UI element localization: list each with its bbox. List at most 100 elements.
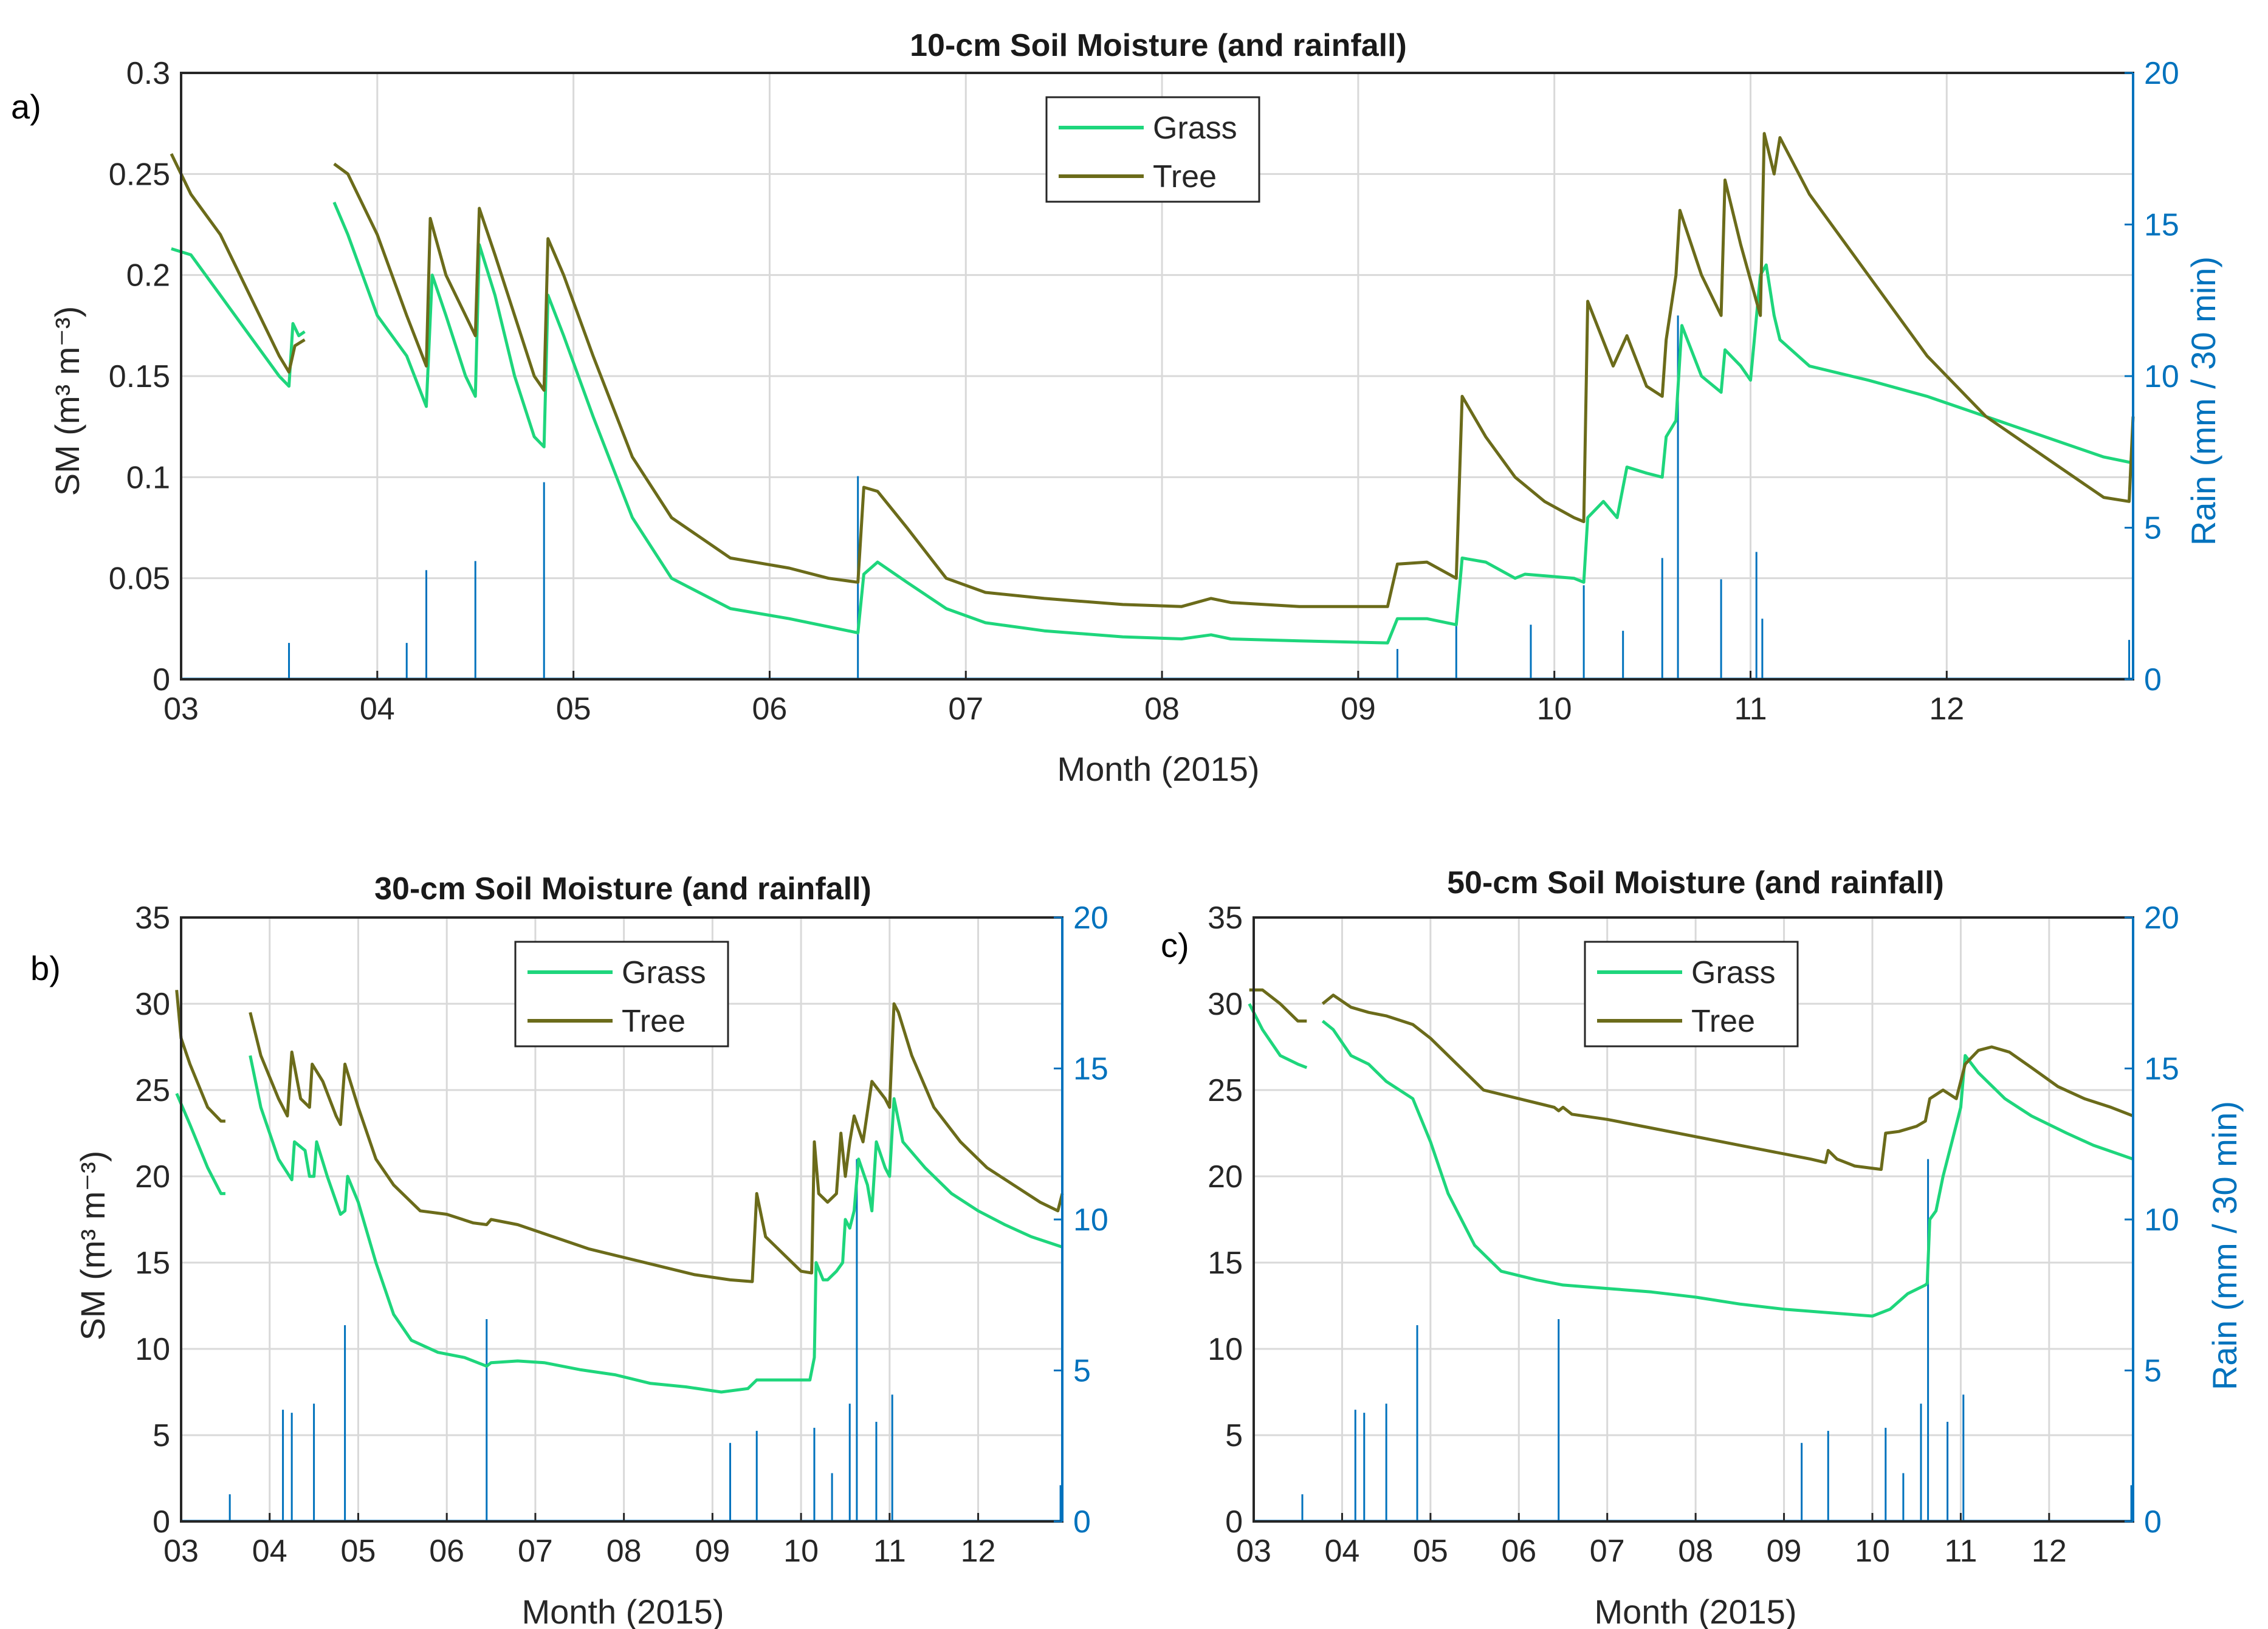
- rain-bars: [181, 1159, 1062, 1521]
- x-tick-label: 04: [360, 691, 395, 727]
- y2-axis-label: Rain (mm / 30 min): [2184, 256, 2222, 546]
- x-tick-label: 03: [163, 691, 199, 727]
- legend-label-grass: Grass: [1691, 955, 1776, 990]
- legend: Grass Tree: [514, 941, 729, 1048]
- series-line-grass: [171, 247, 306, 388]
- legend-box: [514, 941, 729, 1048]
- y2-tick-label: 20: [1073, 900, 1108, 936]
- y-tick-label: 0: [153, 662, 170, 698]
- panel-c-50cm: c) 50-cm Soil Moisture (and rainfall) Mo…: [1161, 865, 2244, 1629]
- x-tick-label: 12: [961, 1534, 996, 1569]
- x-tick-label: 12: [2032, 1534, 2067, 1569]
- y-tick-label: 0.3: [126, 56, 170, 91]
- series-line-tree: [249, 1002, 1064, 1283]
- y-tick-label: 5: [153, 1418, 170, 1453]
- y-tick-label: 0.2: [126, 258, 170, 293]
- y-tick-label: 5: [1225, 1418, 1243, 1453]
- y-tick-label: 30: [135, 987, 170, 1022]
- legend-label-grass: Grass: [622, 955, 706, 990]
- series-line-grass: [332, 201, 2134, 645]
- chart-title: 30-cm Soil Moisture (and rainfall): [374, 871, 871, 907]
- y-tick-label: 0.25: [109, 157, 170, 192]
- y2-tick-label: 10: [1073, 1202, 1108, 1238]
- y2-axis-label: Rain (mm / 30 min): [2205, 1101, 2244, 1390]
- series-tree: [170, 132, 2135, 608]
- x-tick-label: 10: [1537, 691, 1572, 727]
- y-tick-label: 0.1: [126, 460, 170, 495]
- y-tick-label: 20: [135, 1159, 170, 1195]
- y2-tick-label: 5: [1073, 1354, 1091, 1389]
- x-tick-label: 06: [429, 1534, 464, 1569]
- y2-tick-label: 5: [2144, 511, 2162, 546]
- panel-tag: a): [11, 87, 41, 126]
- y-tick-label: 15: [135, 1246, 170, 1281]
- legend-label-grass: Grass: [1153, 111, 1237, 146]
- y-tick-label: 0: [1225, 1504, 1243, 1540]
- y-tick-label: 15: [1208, 1246, 1243, 1281]
- x-tick-label: 06: [1501, 1534, 1536, 1569]
- series-line-tree: [1321, 993, 2134, 1171]
- x-axis-label: Month (2015): [1057, 750, 1259, 788]
- legend-box: [1045, 96, 1260, 203]
- legend-label-tree: Tree: [1691, 1004, 1755, 1039]
- legend-box: [1584, 941, 1799, 1048]
- series-line-grass: [1321, 1020, 2134, 1318]
- series-line-tree: [333, 132, 2135, 608]
- y2-tick-label: 15: [1073, 1052, 1108, 1087]
- y-tick-label: 10: [1208, 1332, 1243, 1367]
- x-tick-label: 04: [252, 1534, 287, 1569]
- x-tick-label: 07: [948, 691, 983, 727]
- x-tick-label: 10: [783, 1534, 819, 1569]
- x-tick-label: 08: [1144, 691, 1180, 727]
- y-axis-label: SM (m³ m⁻³): [74, 1151, 112, 1341]
- x-tick-label: 12: [1929, 691, 1964, 727]
- chart-title: 50-cm Soil Moisture (and rainfall): [1447, 865, 1944, 900]
- x-tick-label: 08: [607, 1534, 642, 1569]
- series-line-grass: [175, 1092, 225, 1195]
- rain-bars: [181, 315, 2133, 679]
- y-tick-label: 0.05: [109, 561, 170, 597]
- y-tick-label: 0.15: [109, 359, 170, 394]
- y2-tick-label: 0: [2144, 662, 2162, 698]
- y-tick-label: 30: [1208, 987, 1243, 1022]
- x-tick-label: 07: [1590, 1534, 1625, 1569]
- y-tick-label: 25: [1208, 1073, 1243, 1108]
- series-line-tree: [170, 153, 306, 374]
- x-tick-label: 11: [1734, 691, 1767, 727]
- y-tick-label: 20: [1208, 1159, 1243, 1195]
- x-tick-label: 09: [695, 1534, 730, 1569]
- x-tick-label: 05: [341, 1534, 376, 1569]
- y-axis-label: SM (m³ m⁻³): [48, 306, 86, 496]
- x-tick-label: 11: [1944, 1534, 1977, 1569]
- legend: Grass Tree: [1584, 941, 1799, 1048]
- x-tick-label: 07: [518, 1534, 553, 1569]
- series-line-tree: [175, 990, 225, 1123]
- y2-tick-label: 15: [2144, 208, 2179, 243]
- series-line-grass: [249, 1055, 1063, 1394]
- x-tick-label: 10: [1855, 1534, 1890, 1569]
- legend: Grass Tree: [1045, 96, 1260, 203]
- panel-tag: c): [1161, 926, 1189, 964]
- x-tick-label: 09: [1341, 691, 1376, 727]
- x-tick-label: 05: [556, 691, 591, 727]
- series-line-tree: [1249, 988, 1307, 1023]
- y2-tick-label: 10: [2144, 359, 2179, 394]
- x-axis-label: Month (2015): [1594, 1593, 1796, 1629]
- series-grass: [171, 201, 2134, 645]
- chart-title: 10-cm Soil Moisture (and rainfall): [910, 28, 1407, 63]
- y2-tick-label: 0: [1073, 1504, 1091, 1540]
- rain-bars: [1254, 1159, 2133, 1521]
- legend-label-tree: Tree: [1153, 159, 1217, 194]
- x-tick-label: 05: [1413, 1534, 1448, 1569]
- panel-a-10cm: a) 10-cm Soil Moisture (and rainfall) Mo…: [11, 28, 2222, 788]
- y-tick-label: 10: [135, 1332, 170, 1367]
- y2-tick-label: 0: [2144, 1504, 2162, 1540]
- series-grass: [175, 1055, 1063, 1394]
- y2-tick-label: 20: [2144, 900, 2179, 936]
- series-line-grass: [1248, 1003, 1308, 1069]
- series-tree: [1249, 988, 2134, 1171]
- panel-b-30cm: b) 30-cm Soil Moisture (and rainfall) Mo…: [30, 871, 1108, 1629]
- x-tick-label: 11: [873, 1534, 906, 1569]
- x-axis-label: Month (2015): [521, 1593, 724, 1629]
